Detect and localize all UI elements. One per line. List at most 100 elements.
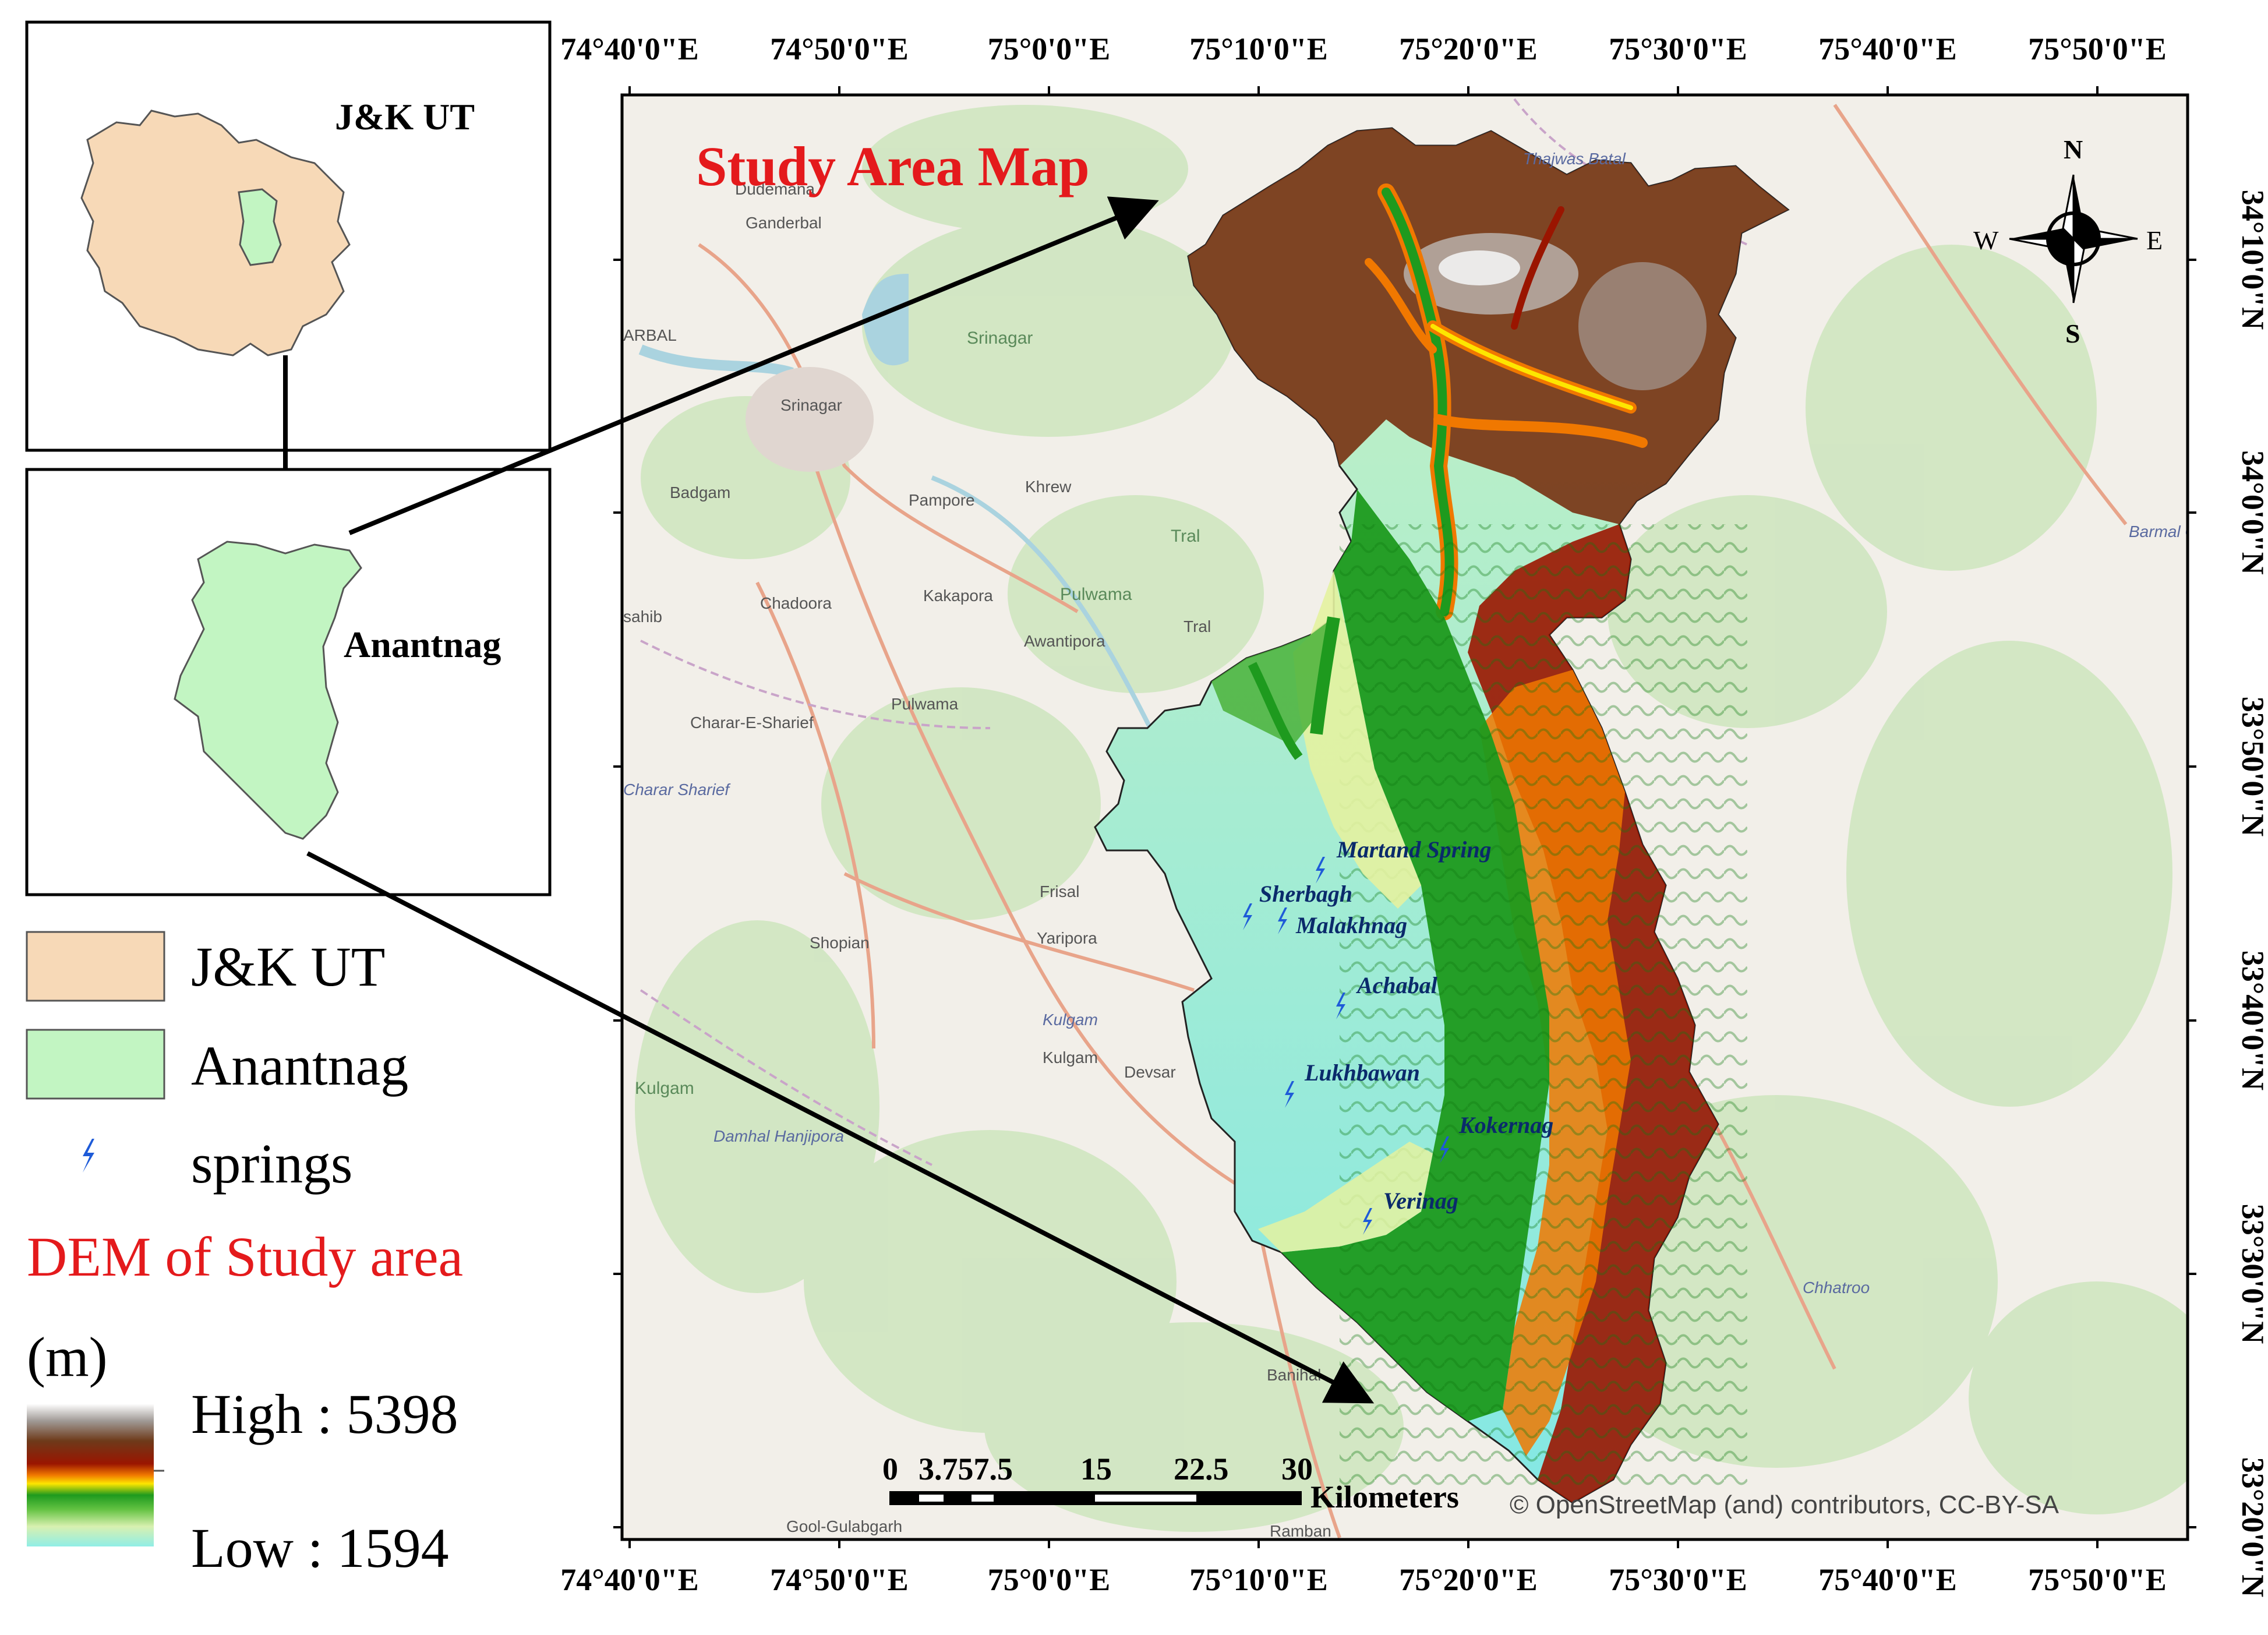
svg-text:Pulwama: Pulwama <box>891 695 959 713</box>
x-tick-label: 74°50'0"E <box>770 31 909 66</box>
legend-dem-low: Low : 1594 <box>191 1517 449 1579</box>
spring-markers: Martand Spring Sherbagh Malakhnag Achaba… <box>1243 836 1553 1235</box>
scale-label-1: 3.757.5 <box>918 1452 1013 1486</box>
svg-text:Devsar: Devsar <box>1124 1063 1176 1081</box>
svg-text:Thajwas Batal: Thajwas Batal <box>1523 150 1626 168</box>
svg-text:Chadoora: Chadoora <box>760 594 832 612</box>
spring-icon <box>1336 993 1345 1019</box>
svg-text:ARBAL: ARBAL <box>623 326 677 344</box>
map-title: Study Area Map <box>696 135 1090 197</box>
svg-text:Ganderbal: Ganderbal <box>746 214 822 232</box>
x-tick-label: 75°0'0"E <box>988 1562 1111 1597</box>
dem-west-lobe <box>1211 617 1334 746</box>
svg-text:Damhal Hanjipora: Damhal Hanjipora <box>713 1127 844 1145</box>
north-label: N <box>2064 135 2083 164</box>
svg-text:Charar Sharief: Charar Sharief <box>623 781 731 799</box>
svg-text:Pampore: Pampore <box>909 491 975 509</box>
x-tick-label: 75°40'0"E <box>1818 31 1957 66</box>
north-arrow-icon <box>2009 174 2138 303</box>
svg-text:Frisal: Frisal <box>1040 882 1079 901</box>
x-axis-ticks <box>628 86 2099 1548</box>
legend-dem-high: High : 5398 <box>191 1383 458 1445</box>
legend-dem-title: DEM of Study area <box>27 1226 463 1288</box>
spring-label-achabal: Achabal <box>1355 972 1438 998</box>
basemap-roads <box>698 104 2128 1539</box>
anantnag-inset-shape <box>174 541 362 840</box>
y-axis-labels-right: 34°10'0"N 34°0'0"N 33°50'0"N 33°40'0"N 3… <box>2235 190 2268 1598</box>
basemap-place-labels: Dudemana Ganderbal Srinagar Srinagar Bad… <box>623 150 2238 1539</box>
x-tick-label: 75°0'0"E <box>988 31 1111 66</box>
x-tick-label: 75°50'0"E <box>2028 1562 2167 1597</box>
x-tick-label: 74°50'0"E <box>770 1562 909 1597</box>
spring-icon <box>1440 1136 1449 1163</box>
svg-text:Banihal: Banihal <box>1267 1366 1321 1384</box>
svg-text:sahib: sahib <box>623 608 662 626</box>
y-tick-label: 34°0'0"N <box>2235 450 2268 575</box>
y-tick-label: 34°10'0"N <box>2235 190 2268 330</box>
map-frame <box>620 93 2189 1541</box>
y-tick-label: 33°20'0"N <box>2235 1457 2268 1598</box>
svg-text:Khrew: Khrew <box>1025 478 1072 496</box>
map-attribution: © OpenStreetMap (and) contributors, CC-B… <box>1510 1491 2059 1519</box>
legend-unit: (m) <box>27 1326 108 1388</box>
x-tick-label: 74°40'0"E <box>560 1562 699 1597</box>
svg-text:Charar-E-Sharief: Charar-E-Sharief <box>690 714 814 732</box>
spring-icon <box>1278 907 1287 934</box>
svg-text:Shopian: Shopian <box>810 934 870 952</box>
spring-icon <box>1316 857 1325 884</box>
inset-anantnag-label: Anantnag <box>344 624 501 665</box>
svg-text:Srinagar: Srinagar <box>967 329 1033 348</box>
west-label: W <box>1973 225 1999 255</box>
spring-icon <box>1285 1081 1294 1108</box>
east-label: E <box>2146 225 2163 255</box>
svg-text:Yaripora: Yaripora <box>1037 929 1097 947</box>
scale-unit: Kilometers <box>1310 1479 1459 1514</box>
x-tick-label: 75°30'0"E <box>1609 31 1747 66</box>
svg-text:Kulgam: Kulgam <box>1043 1048 1098 1067</box>
svg-text:Badgam: Badgam <box>670 483 730 502</box>
y-axis-ticks <box>613 259 2196 1528</box>
spring-icon <box>1363 1208 1372 1235</box>
legend-swatch-jk <box>26 931 165 1002</box>
svg-text:Barmal Glacier: Barmal Glacier <box>2129 522 2238 541</box>
scale-label-2: 15 <box>1080 1452 1112 1486</box>
inset-jk-label: J&K UT <box>335 96 475 137</box>
legend-swatch-anantnag <box>26 1029 165 1100</box>
y-tick-label: 33°40'0"N <box>2235 951 2268 1091</box>
svg-text:Kulgam: Kulgam <box>635 1079 694 1098</box>
legend-label-anantnag: Anantnag <box>191 1034 408 1097</box>
svg-text:Srinagar: Srinagar <box>780 396 842 414</box>
jk-ut-shape <box>80 110 351 356</box>
scale-label-4: 30 <box>1281 1452 1313 1486</box>
south-label: S <box>2065 319 2080 348</box>
x-axis-labels-bottom: 74°40'0"E 74°50'0"E 75°0'0"E 75°10'0"E 7… <box>560 1562 2167 1597</box>
x-tick-label: 75°40'0"E <box>1818 1562 1957 1597</box>
dem-high-north <box>1188 128 1788 524</box>
svg-text:Tral: Tral <box>1184 617 1211 635</box>
spring-icon <box>1243 903 1252 930</box>
x-tick-label: 75°30'0"E <box>1609 1562 1747 1597</box>
spring-label-martand: Martand Spring <box>1336 836 1492 863</box>
x-tick-label: 75°10'0"E <box>1189 1562 1328 1597</box>
x-tick-label: 75°50'0"E <box>2028 31 2167 66</box>
svg-text:Kakapora: Kakapora <box>923 587 993 605</box>
x-tick-label: 74°40'0"E <box>560 31 699 66</box>
spring-label-lukhbawan: Lukhbawan <box>1304 1060 1420 1086</box>
legend-dem-ramp <box>27 1404 154 1546</box>
scale-label-3: 22.5 <box>1174 1452 1229 1486</box>
x-tick-label: 75°10'0"E <box>1189 31 1328 66</box>
x-axis-labels-top: 74°40'0"E 74°50'0"E 75°0'0"E 75°10'0"E 7… <box>560 31 2167 66</box>
main-map: Dudemana Ganderbal Srinagar Srinagar Bad… <box>622 95 2238 1539</box>
spring-label-kokernag: Kokernag <box>1458 1112 1553 1138</box>
anantnag-inset-shape-small <box>238 188 282 266</box>
connector-arrow-south <box>306 851 1375 1404</box>
dem-south-valley <box>1258 1142 1433 1252</box>
y-tick-label: 33°50'0"N <box>2235 697 2268 837</box>
legend-label-springs: springs <box>191 1132 352 1195</box>
x-tick-label: 75°20'0"E <box>1399 31 1538 66</box>
svg-text:Kulgam: Kulgam <box>1043 1011 1098 1029</box>
basemap-urban-srinagar <box>746 367 874 472</box>
svg-text:Gool-Gulabgarh: Gool-Gulabgarh <box>786 1517 902 1535</box>
y-tick-label: 33°30'0"N <box>2235 1204 2268 1344</box>
